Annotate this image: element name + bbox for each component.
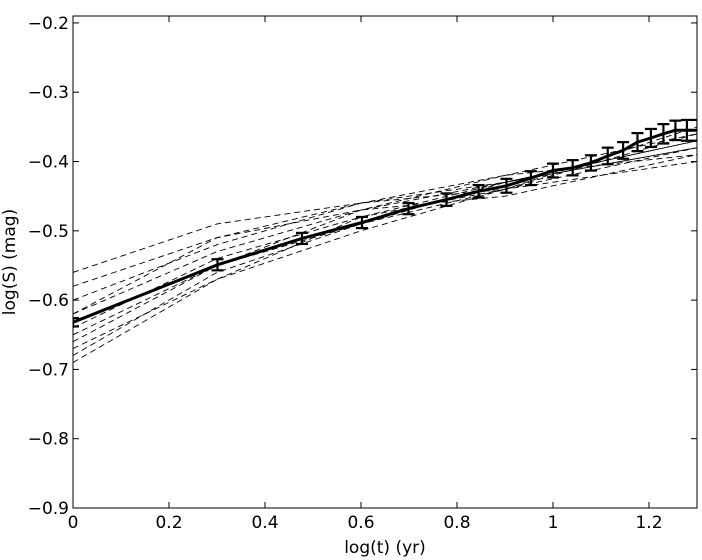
y-tick-label: −0.4 bbox=[28, 153, 69, 173]
x-axis-label: log(t) (yr) bbox=[344, 538, 426, 558]
dashed-model-line-7 bbox=[73, 140, 697, 356]
dashed-model-line-10 bbox=[73, 133, 697, 336]
x-tick-label: 0.8 bbox=[443, 513, 470, 533]
x-tick-label: 0.6 bbox=[347, 513, 374, 533]
x-tick-label: 1.2 bbox=[635, 513, 662, 533]
y-tick-label: −0.6 bbox=[28, 291, 69, 311]
dashed-model-line-2 bbox=[73, 154, 697, 287]
x-tick-label: 0 bbox=[68, 513, 79, 533]
y-tick-label: −0.5 bbox=[28, 222, 69, 242]
dashed-model-line-5 bbox=[73, 133, 697, 329]
dashed-model-line-4 bbox=[73, 140, 697, 315]
y-tick-label: −0.3 bbox=[28, 83, 69, 103]
axes: 0 0.2 0.4 0.6 0.8 1 1.2 −0.9 −0.8 −0.7 −0.6 −0.5 −0.… bbox=[28, 14, 698, 533]
axes-frame bbox=[72, 15, 698, 509]
dashed-model-line-11 bbox=[73, 147, 697, 350]
dashed-model-line-8 bbox=[73, 147, 697, 363]
plot-area bbox=[73, 118, 697, 363]
y-tick-label: −0.8 bbox=[28, 430, 69, 450]
y-tick-label: −0.7 bbox=[28, 360, 69, 380]
y-tick-label: −0.2 bbox=[28, 14, 69, 34]
mean-curve-line bbox=[73, 128, 697, 324]
x-tick-label: 0.2 bbox=[155, 513, 182, 533]
y-axis-label: log(S) (mag) bbox=[0, 209, 20, 315]
x-tick-label: 0.4 bbox=[251, 513, 278, 533]
y-tick-label: −0.9 bbox=[28, 499, 69, 519]
x-tick-label: 1 bbox=[548, 513, 559, 533]
dashed-model-line-1 bbox=[73, 161, 697, 273]
plot-inner bbox=[73, 118, 697, 363]
